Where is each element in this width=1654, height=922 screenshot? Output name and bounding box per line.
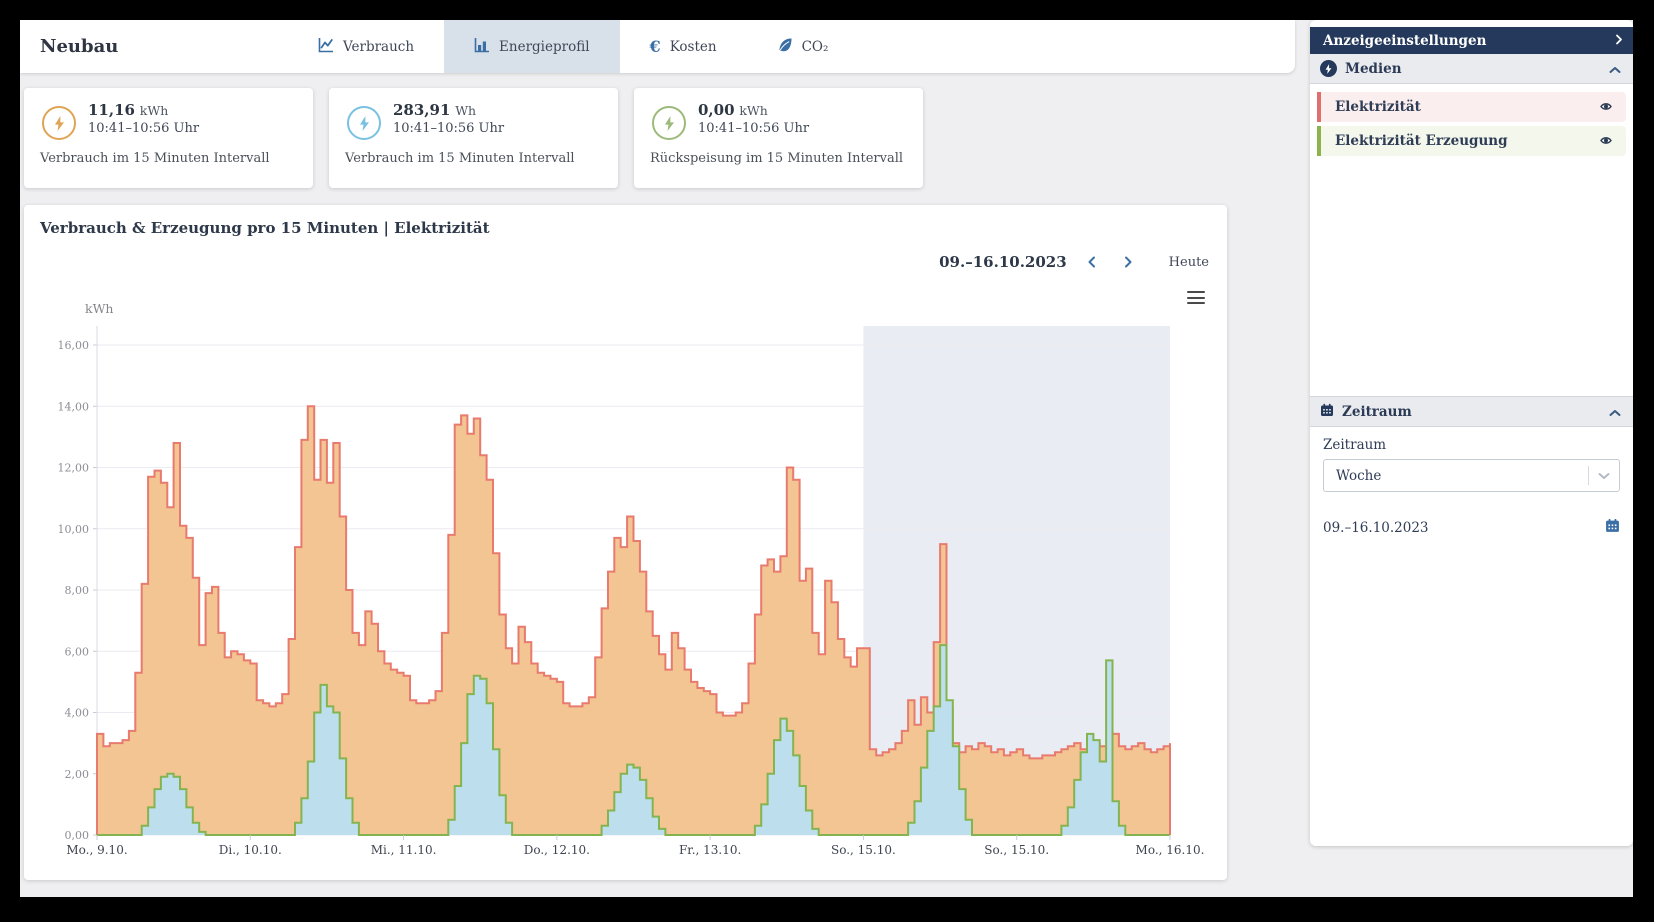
stat-description: Rückspeisung im 15 Minuten Intervall bbox=[650, 151, 904, 166]
svg-text:Mi., 11.10.: Mi., 11.10. bbox=[371, 843, 437, 857]
svg-text:Di., 10.10.: Di., 10.10. bbox=[219, 843, 282, 857]
app-window: Neubau Verbrauch Energieprofil € Kosten bbox=[20, 20, 1633, 897]
svg-text:0,00: 0,00 bbox=[65, 829, 90, 842]
svg-text:16,00: 16,00 bbox=[58, 339, 90, 352]
bar-chart-icon bbox=[474, 37, 490, 57]
stat-unit: kWh bbox=[739, 103, 768, 118]
stat-value: 283,91 bbox=[393, 101, 451, 119]
lightning-bolt-icon bbox=[42, 106, 76, 140]
zeitraum-section: Zeitraum Zeitraum Woche 09.–16.10.2023 bbox=[1310, 396, 1633, 537]
svg-text:So., 15.10.: So., 15.10. bbox=[831, 843, 896, 857]
stat-time: 10:41–10:56 Uhr bbox=[698, 121, 810, 136]
media-item-elektrizitaet-erzeugung[interactable]: Elektrizität Erzeugung bbox=[1317, 126, 1626, 156]
medien-items-list: Elektrizität Elektrizität Erzeugung bbox=[1310, 84, 1633, 156]
tab-kosten[interactable]: € Kosten bbox=[620, 20, 747, 73]
date-range-label: 09.–16.10.2023 bbox=[939, 253, 1067, 271]
svg-text:Fr., 13.10.: Fr., 13.10. bbox=[679, 843, 741, 857]
energy-profile-chart: 16,00 14,00 12,00 10,00 8,00 6,00 4,00 2,00 0,00… bbox=[58, 301, 1205, 857]
stat-card-verbrauch-kwh: 11,16 kWh 10:41–10:56 Uhr Verbrauch im 1… bbox=[24, 88, 313, 188]
select-divider bbox=[1588, 466, 1589, 485]
svg-text:12,00: 12,00 bbox=[58, 462, 90, 475]
tab-label: Energieprofil bbox=[499, 38, 590, 55]
svg-text:2,00: 2,00 bbox=[65, 768, 90, 781]
eye-icon[interactable] bbox=[1599, 98, 1613, 117]
zeitraum-select-value: Woche bbox=[1336, 467, 1382, 484]
tab-label: CO₂ bbox=[801, 38, 829, 55]
page-title: Neubau bbox=[40, 36, 119, 57]
zeitraum-date-label: 09.–16.10.2023 bbox=[1323, 519, 1429, 536]
tab-verbrauch[interactable]: Verbrauch bbox=[288, 20, 444, 73]
tab-co2[interactable]: CO₂ bbox=[747, 20, 859, 73]
svg-text:8,00: 8,00 bbox=[65, 584, 90, 597]
stat-unit: Wh bbox=[455, 103, 477, 118]
display-settings-header[interactable]: Anzeigeeinstellungen bbox=[1310, 27, 1633, 54]
chevron-up-icon bbox=[1609, 59, 1621, 78]
stat-time: 10:41–10:56 Uhr bbox=[88, 121, 200, 136]
previous-week-button[interactable] bbox=[1081, 251, 1103, 273]
stat-value-row: 11,16 kWh bbox=[88, 101, 168, 119]
energy-profile-card: Verbrauch & Erzeugung pro 15 Minuten | E… bbox=[24, 205, 1227, 880]
zeitraum-select[interactable]: Woche bbox=[1323, 459, 1620, 492]
calendar-icon bbox=[1320, 402, 1334, 421]
stat-description: Verbrauch im 15 Minuten Intervall bbox=[40, 151, 270, 166]
lightning-bolt-icon bbox=[652, 106, 686, 140]
svg-text:6,00: 6,00 bbox=[65, 645, 90, 658]
display-settings-panel: Anzeigeeinstellungen Medien Elektrizität bbox=[1310, 20, 1633, 846]
stat-cards-row: 11,16 kWh 10:41–10:56 Uhr Verbrauch im 1… bbox=[24, 88, 923, 188]
panel-title: Anzeigeeinstellungen bbox=[1323, 32, 1487, 49]
svg-text:Do., 12.10.: Do., 12.10. bbox=[524, 843, 590, 857]
stat-value: 0,00 bbox=[698, 101, 735, 119]
medien-section-header[interactable]: Medien bbox=[1310, 54, 1633, 84]
svg-text:Mo., 16.10.: Mo., 16.10. bbox=[1136, 843, 1205, 857]
top-bar: Neubau Verbrauch Energieprofil € Kosten bbox=[20, 20, 1295, 73]
line-chart-icon bbox=[318, 37, 334, 57]
zeitraum-section-title: Zeitraum bbox=[1342, 403, 1412, 420]
calendar-icon[interactable] bbox=[1605, 518, 1620, 537]
zeitraum-body: Zeitraum Woche 09.–16.10.2023 bbox=[1310, 427, 1633, 537]
zeitraum-section-header[interactable]: Zeitraum bbox=[1310, 396, 1633, 427]
eye-icon[interactable] bbox=[1599, 132, 1613, 151]
tab-energieprofil[interactable]: Energieprofil bbox=[444, 20, 620, 73]
svg-text:So., 15.10.: So., 15.10. bbox=[984, 843, 1049, 857]
stat-value: 11,16 bbox=[88, 101, 135, 119]
chart-date-controls: 09.–16.10.2023 Heute bbox=[939, 251, 1209, 273]
stat-time: 10:41–10:56 Uhr bbox=[393, 121, 505, 136]
chart-title: Verbrauch & Erzeugung pro 15 Minuten | E… bbox=[40, 219, 490, 237]
stat-unit: kWh bbox=[139, 103, 169, 118]
stat-value-row: 0,00 kWh bbox=[698, 101, 768, 119]
svg-text:10,00: 10,00 bbox=[58, 523, 90, 536]
chevron-up-icon bbox=[1609, 402, 1621, 421]
chevron-down-icon bbox=[1589, 472, 1619, 480]
media-item-label: Elektrizität bbox=[1335, 99, 1421, 115]
today-button[interactable]: Heute bbox=[1168, 254, 1209, 270]
stat-value-row: 283,91 Wh bbox=[393, 101, 476, 119]
next-week-button[interactable] bbox=[1117, 251, 1139, 273]
stat-card-verbrauch-wh: 283,91 Wh 10:41–10:56 Uhr Verbrauch im 1… bbox=[329, 88, 618, 188]
chevron-right-icon bbox=[1615, 33, 1623, 49]
medien-section-title: Medien bbox=[1345, 60, 1402, 77]
svg-text:kWh: kWh bbox=[85, 301, 113, 316]
euro-icon: € bbox=[649, 36, 661, 56]
chart-menu-icon[interactable] bbox=[1187, 291, 1205, 308]
tab-bar: Verbrauch Energieprofil € Kosten CO₂ bbox=[288, 20, 858, 73]
stat-card-rueckspeisung: 0,00 kWh 10:41–10:56 Uhr Rückspeisung im… bbox=[634, 88, 923, 188]
leaf-icon bbox=[777, 37, 793, 57]
svg-text:Mo., 9.10.: Mo., 9.10. bbox=[66, 843, 127, 857]
lightning-bolt-icon bbox=[1320, 60, 1337, 77]
svg-text:4,00: 4,00 bbox=[65, 707, 90, 720]
zeitraum-date-row: 09.–16.10.2023 bbox=[1323, 518, 1620, 537]
media-item-label: Elektrizität Erzeugung bbox=[1335, 133, 1508, 149]
tab-label: Verbrauch bbox=[343, 38, 415, 55]
media-item-elektrizitaet[interactable]: Elektrizität bbox=[1317, 92, 1626, 122]
stat-description: Verbrauch im 15 Minuten Intervall bbox=[345, 151, 575, 166]
zeitraum-field-label: Zeitraum bbox=[1323, 437, 1387, 453]
lightning-bolt-icon bbox=[347, 106, 381, 140]
tab-label: Kosten bbox=[669, 38, 717, 55]
svg-text:14,00: 14,00 bbox=[58, 400, 90, 413]
